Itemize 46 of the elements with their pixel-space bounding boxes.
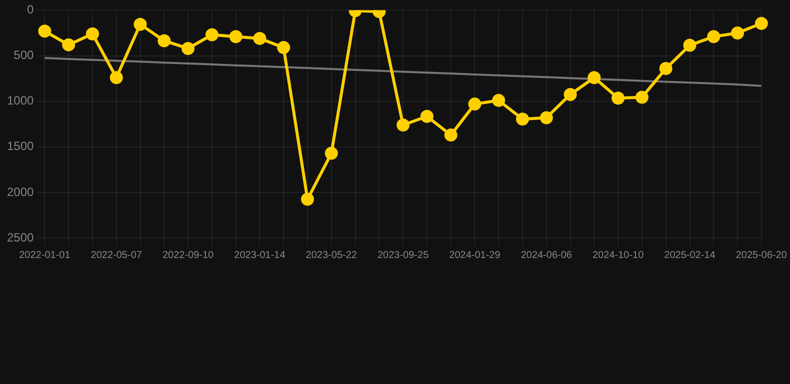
point <box>754 16 768 30</box>
point <box>229 30 242 44</box>
y-tick-label: 500 <box>14 48 34 62</box>
y-tick-label: 2000 <box>6 184 34 199</box>
point <box>444 128 458 142</box>
x-tick-label: 2024-06-06 <box>520 250 572 261</box>
point <box>516 112 530 126</box>
point <box>420 110 434 123</box>
point <box>110 71 123 84</box>
point <box>707 30 720 44</box>
point <box>635 90 648 104</box>
point <box>659 62 672 76</box>
point <box>158 34 171 48</box>
x-tick-label: 2025-02-14 <box>664 250 716 261</box>
point <box>731 26 744 40</box>
point <box>683 38 696 52</box>
x-tick-label: 2025-06-20 <box>736 250 788 261</box>
point <box>492 94 506 107</box>
y-tick-label: 0 <box>27 2 34 17</box>
point <box>324 146 338 160</box>
x-tick-label: 2022-01-01 <box>19 250 71 261</box>
point <box>205 28 218 42</box>
point <box>300 192 314 206</box>
x-tick-label: 2022-09-10 <box>162 250 214 261</box>
point <box>612 92 625 105</box>
point <box>62 38 76 52</box>
point <box>86 27 99 40</box>
y-tick-label: 2500 <box>6 230 34 244</box>
point <box>277 41 290 54</box>
x-tick-label: 2024-01-29 <box>449 250 501 261</box>
point <box>540 111 553 124</box>
point <box>468 98 482 111</box>
x-tick-label: 2024-10-10 <box>592 250 644 261</box>
point <box>253 32 266 45</box>
point <box>564 88 577 101</box>
x-tick-label: 2023-01-14 <box>234 250 286 261</box>
point <box>134 18 147 31</box>
point <box>182 42 195 55</box>
y-tick-label: 1000 <box>6 94 34 108</box>
x-tick-label: 2023-09-25 <box>377 250 430 261</box>
x-tick-label: 2022-05-07 <box>90 250 142 261</box>
point <box>38 24 52 38</box>
point <box>396 118 410 132</box>
x-tick-label: 2023-05-22 <box>306 250 358 261</box>
y-tick-label: 1500 <box>6 139 34 154</box>
point <box>588 71 601 84</box>
